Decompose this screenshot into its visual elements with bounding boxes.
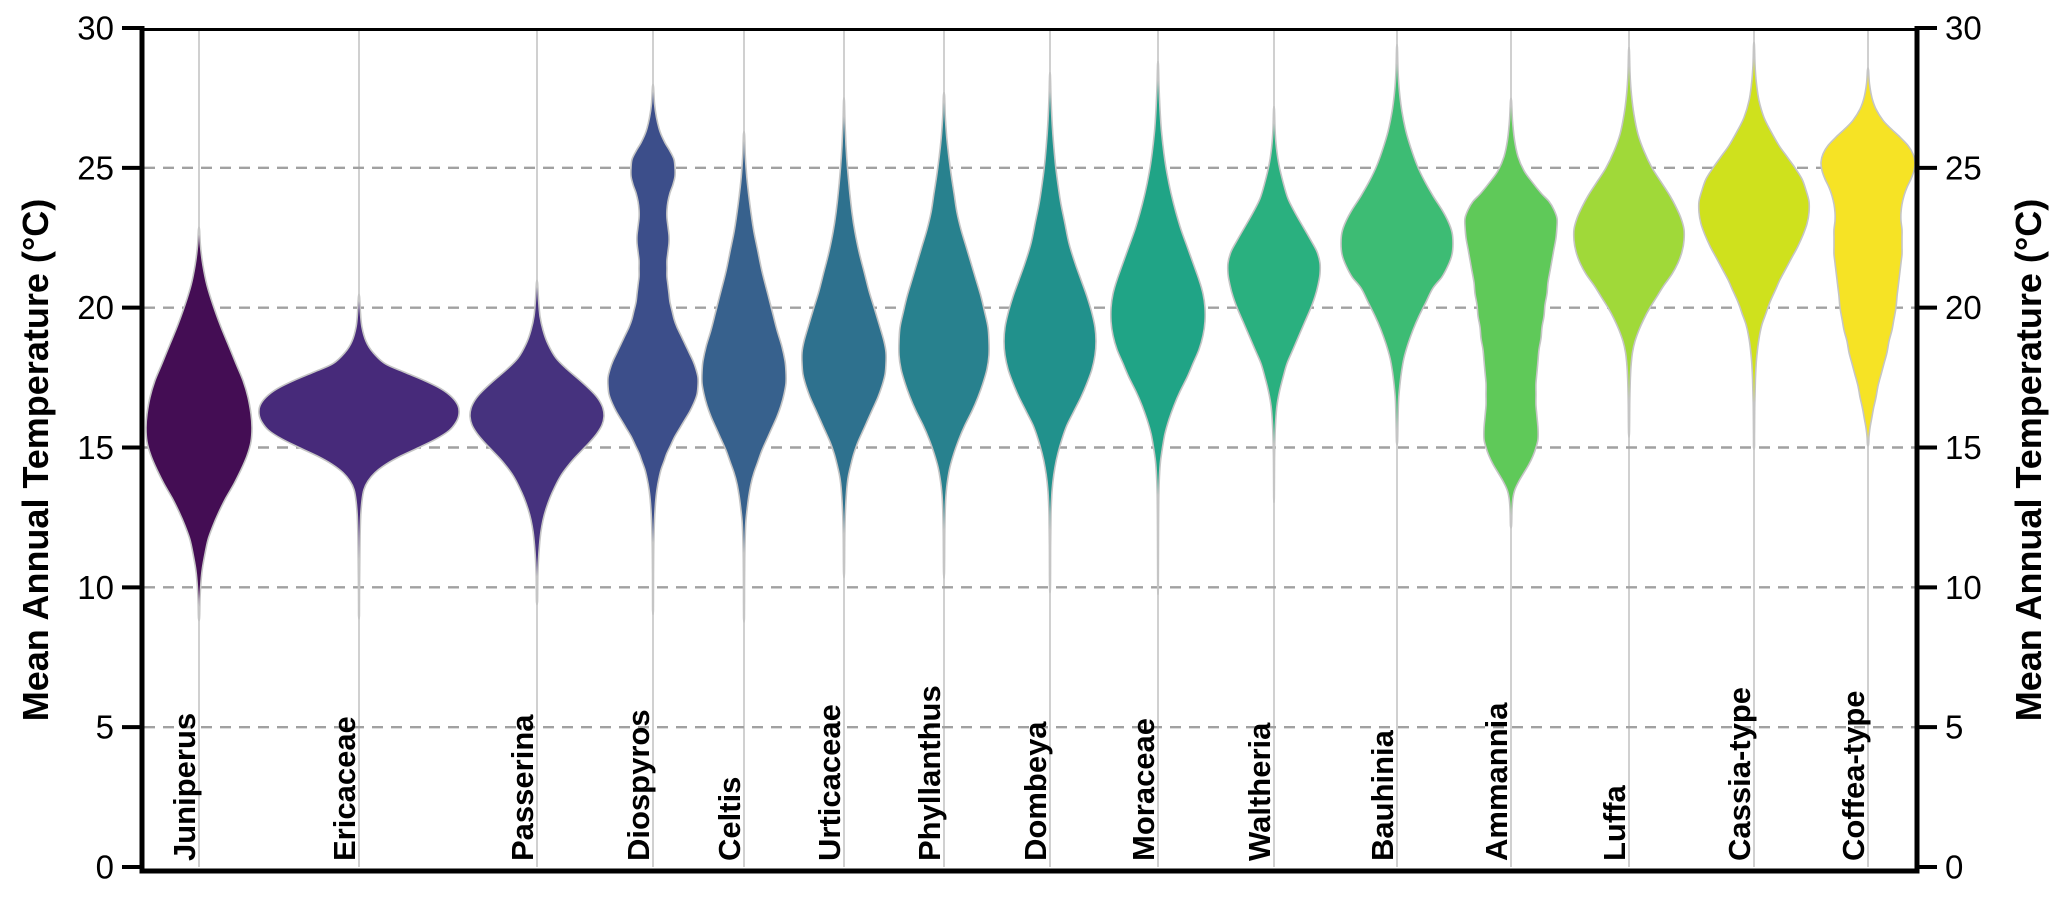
violin-phyllanthus bbox=[898, 91, 990, 579]
left-axis-title: Mean Annual Temperature (°C) bbox=[15, 199, 56, 721]
violin-cassia-type bbox=[1697, 41, 1811, 451]
violin-urticaceae bbox=[801, 97, 887, 579]
category-label-ammannia: Ammannia bbox=[1479, 702, 1514, 861]
violin-coffea-type bbox=[1820, 67, 1916, 447]
left-tick-label: 5 bbox=[96, 709, 114, 746]
category-label-juniperus: Juniperus bbox=[167, 713, 202, 861]
axis-ticks bbox=[122, 26, 1937, 869]
violin-celtis bbox=[701, 131, 787, 623]
right-tick-label: 15 bbox=[1945, 429, 1982, 466]
violin-moraceae bbox=[1109, 60, 1207, 596]
violin-luffa bbox=[1572, 46, 1686, 438]
left-tick-label: 0 bbox=[96, 849, 114, 886]
right-axis-title: Mean Annual Temperature (°C) bbox=[2008, 199, 2049, 721]
category-label-waltheria: Waltheria bbox=[1242, 722, 1277, 861]
category-label-phyllanthus: Phyllanthus bbox=[912, 685, 947, 861]
right-tick-label: 10 bbox=[1945, 569, 1982, 606]
violin-ammannia bbox=[1463, 97, 1559, 529]
violins bbox=[145, 41, 1916, 623]
right-tick-label: 5 bbox=[1945, 709, 1963, 746]
violin-juniperus bbox=[145, 226, 253, 622]
category-label-passerina: Passerina bbox=[505, 714, 540, 861]
left-tick-label: 15 bbox=[77, 429, 114, 466]
right-tick-label: 0 bbox=[1945, 849, 1963, 886]
right-tick-label: 30 bbox=[1945, 10, 1982, 47]
category-label-diospyros: Diospyros bbox=[621, 709, 656, 861]
violin-waltheria bbox=[1226, 105, 1322, 504]
violin-passerina bbox=[469, 279, 605, 606]
left-tick-label: 25 bbox=[77, 149, 114, 186]
left-tick-label: 30 bbox=[77, 10, 114, 47]
horizontal-dashed-gridlines bbox=[144, 166, 1915, 729]
plot-frame bbox=[139, 26, 1920, 874]
left-tick-label: 10 bbox=[77, 569, 114, 606]
category-label-celtis: Celtis bbox=[712, 777, 747, 861]
category-label-luffa: Luffa bbox=[1597, 784, 1632, 861]
category-label-bauhinia: Bauhinia bbox=[1365, 729, 1400, 861]
violin-ericaceae bbox=[258, 293, 460, 620]
category-label-dombeya: Dombeya bbox=[1018, 721, 1053, 861]
right-tick-label: 20 bbox=[1945, 289, 1982, 326]
right-tick-label: 25 bbox=[1945, 149, 1982, 186]
category-label-moraceae: Moraceae bbox=[1126, 718, 1161, 861]
violin-bauhinia bbox=[1340, 43, 1454, 446]
category-label-ericaceae: Ericaceae bbox=[327, 716, 362, 861]
category-label-coffea-type: Coffea-type bbox=[1836, 690, 1871, 861]
axis-tick-labels: 0 0 5 5 10 10 15 15 20 20 25 25 30 30 bbox=[77, 10, 1981, 886]
category-label-urticaceae: Urticaceae bbox=[812, 704, 847, 861]
category-labels: Juniperus Ericaceae Passerina Diospyros Celt… bbox=[167, 685, 1871, 861]
left-tick-label: 20 bbox=[77, 289, 114, 326]
violin-diospyros bbox=[607, 83, 699, 616]
violin-dombeya bbox=[1003, 71, 1097, 594]
category-label-cassia-type: Cassia-type bbox=[1722, 687, 1757, 861]
